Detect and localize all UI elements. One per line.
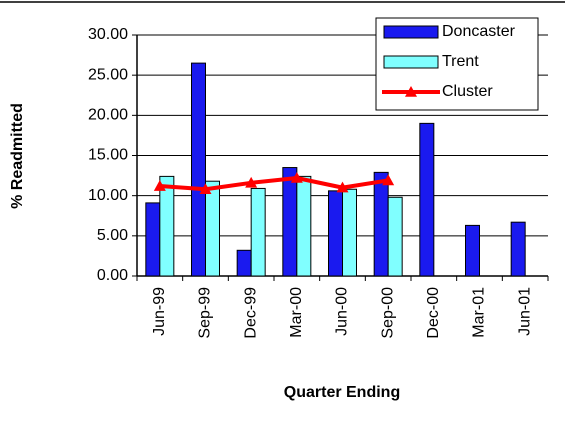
line-marker xyxy=(336,181,349,193)
legend-marker xyxy=(405,86,417,97)
bar xyxy=(419,122,435,277)
x-tick-label: Dec-00 xyxy=(425,287,442,339)
bar xyxy=(205,180,220,277)
bar xyxy=(145,202,161,277)
line-marker xyxy=(290,171,303,183)
bar xyxy=(387,196,403,277)
legend-swatch xyxy=(383,25,439,39)
bar xyxy=(342,188,357,277)
legend-label: Doncaster xyxy=(442,23,516,40)
y-tick-label: 20.00 xyxy=(88,107,128,124)
legend-swatch xyxy=(383,55,439,69)
bar xyxy=(159,175,175,277)
x-tick-label: Jun-00 xyxy=(334,287,351,336)
bar xyxy=(328,190,343,277)
x-tick-label: Jun-01 xyxy=(516,287,533,336)
line-marker xyxy=(153,180,166,191)
bar xyxy=(236,249,252,277)
line xyxy=(159,175,389,192)
x-tick-label: Sep-00 xyxy=(379,287,396,339)
line-marker xyxy=(382,174,395,186)
y-tick-label: 10.00 xyxy=(88,187,128,204)
bar xyxy=(282,167,298,277)
y-tick-label: 0.00 xyxy=(97,267,128,284)
y-tick-label: 30.00 xyxy=(88,26,128,43)
line-marker xyxy=(199,183,212,195)
y-tick-label: 5.00 xyxy=(97,227,128,244)
bar xyxy=(510,221,526,277)
x-axis-title: Quarter Ending xyxy=(284,384,400,401)
legend-label: Trent xyxy=(442,53,479,70)
y-tick-label: 15.00 xyxy=(88,147,128,164)
bar xyxy=(373,171,389,277)
bar xyxy=(191,62,206,277)
x-tick-label: Dec-99 xyxy=(242,287,259,339)
bar xyxy=(250,187,266,277)
y-tick-label: 25.00 xyxy=(88,66,128,83)
y-axis-title: % Readmitted xyxy=(9,103,26,209)
x-tick-label: Mar-01 xyxy=(471,287,488,338)
x-tick-label: Jun-99 xyxy=(151,287,168,336)
legend-label: Cluster xyxy=(442,83,493,100)
x-tick-label: Mar-00 xyxy=(288,287,305,338)
line-marker xyxy=(245,176,258,188)
bar xyxy=(296,175,312,277)
x-tick-label: Sep-99 xyxy=(197,287,214,339)
bar xyxy=(465,224,480,277)
